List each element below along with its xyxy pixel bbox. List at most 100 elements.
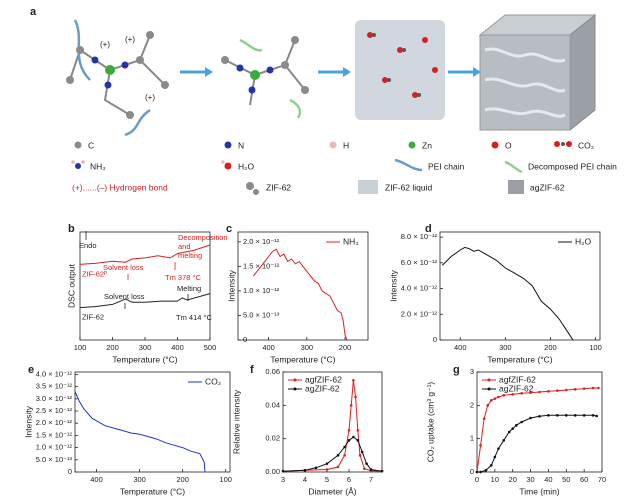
data-point: [582, 387, 586, 390]
y-tick-label: 8.0 × 10⁻¹²: [401, 232, 438, 241]
y-tick-label: 0: [470, 467, 474, 476]
legend-text: O: [505, 140, 512, 150]
x-tick-label: 300: [499, 343, 512, 352]
data-line: [441, 246, 574, 341]
x-tick-label: 200: [176, 475, 189, 484]
legend-marker: [293, 387, 297, 391]
annotation: melting: [178, 251, 202, 260]
annotation: Solvent loss: [104, 292, 145, 301]
data-point: [343, 454, 346, 457]
legend-text: agfZIF-62: [499, 374, 536, 384]
data-point: [564, 414, 568, 417]
y-tick-label: 3.5 × 10⁻¹²: [36, 382, 73, 391]
y-axis-title: CO₂ uptake (cm³ g⁻¹): [425, 382, 435, 463]
y-tick-label: 5.0 × 10⁻¹³: [36, 455, 73, 464]
x-axis-title: Temperature (°C): [270, 354, 335, 364]
svg-text:(+): (+): [125, 35, 135, 44]
data-point: [597, 386, 600, 390]
data-point: [520, 420, 523, 424]
x-tick-label: 200: [544, 343, 557, 352]
x-tick-label: 30: [526, 475, 534, 484]
data-point: [547, 414, 550, 417]
data-point: [497, 447, 500, 450]
x-tick-label: 100: [589, 343, 602, 352]
data-line: [74, 391, 206, 473]
y-tick-label: 0.02: [265, 434, 280, 443]
data-point: [497, 395, 500, 399]
x-tick-label: 400: [454, 343, 467, 352]
y-tick-label: 2.0 × 10⁻¹²: [243, 237, 280, 246]
data-point: [507, 430, 511, 434]
data-point: [343, 445, 346, 449]
data-point: [502, 439, 506, 442]
y-tick-label: 2.0 × 10⁻¹²: [401, 309, 438, 318]
plot-frame: [282, 371, 383, 473]
legend-text: agfZIF-62: [305, 374, 342, 384]
data-point: [369, 468, 373, 471]
y-tick-label: 2.0 × 10⁻¹²: [36, 418, 73, 427]
plot-frame: [476, 371, 603, 473]
y-tick-label: 3: [470, 367, 474, 376]
annotation: and: [178, 242, 191, 251]
legend-text: agZIF-62: [530, 182, 565, 192]
data-point: [493, 397, 497, 400]
y-tick-label: 1: [470, 434, 474, 443]
x-tick-label: 200: [106, 343, 119, 352]
x-tick-label: 0: [475, 475, 479, 484]
data-point: [325, 468, 329, 471]
data-point: [486, 404, 490, 407]
x-tick-label: 70: [598, 475, 606, 484]
x-tick-label: 400: [90, 475, 103, 484]
y-axis-title: Relative intensity: [231, 389, 241, 454]
svg-text:(+): (+): [145, 93, 155, 102]
y-tick-label: 2.5 × 10⁻¹²: [36, 406, 73, 415]
data-point: [303, 469, 307, 472]
data-point: [493, 455, 497, 459]
x-axis-title: Temperature (°C): [120, 486, 185, 496]
legend-text: C: [88, 140, 94, 150]
data-point: [591, 386, 595, 390]
legend-text: CO₂: [578, 140, 594, 150]
legend-text: N: [238, 140, 244, 150]
data-line: [252, 248, 348, 341]
x-axis-title: Time (min): [519, 486, 559, 496]
y-tick-label: 1.5 × 10⁻¹²: [36, 430, 73, 439]
data-point: [363, 467, 366, 470]
data-point: [347, 439, 351, 442]
panel-a-illustration: a (+) (+) (+): [30, 6, 597, 195]
y-tick-label: 0: [68, 467, 72, 476]
legend-text: Zn: [422, 140, 432, 150]
x-tick-label: 300: [301, 343, 314, 352]
y-axis-title: Intensity: [388, 269, 398, 301]
data-point: [358, 454, 362, 457]
legend-marker: [487, 387, 491, 391]
data-point: [314, 466, 318, 470]
y-tick-label: 0: [433, 335, 437, 344]
y-axis-title: Intensity: [226, 269, 236, 301]
x-axis-title: Diameter (Å): [308, 486, 356, 496]
x-tick-label: 300: [139, 343, 152, 352]
data-point: [556, 414, 559, 417]
data-point: [482, 417, 486, 420]
data-point: [529, 391, 532, 394]
data-point: [360, 450, 364, 454]
data-point: [352, 379, 355, 382]
x-tick-label: 7: [369, 475, 373, 484]
data-point: [502, 394, 506, 397]
y-tick-label: 2: [470, 400, 474, 409]
svg-text:(+): (+): [100, 40, 110, 49]
plot-frame: [74, 371, 231, 473]
legend-text: (+)......(–) Hydrogen bond: [72, 182, 168, 192]
x-tick-label: 400: [262, 343, 275, 352]
data-line: [282, 436, 383, 472]
data-point: [479, 470, 482, 474]
legend-text: ZIF-62: [266, 182, 291, 192]
legend-text: agZIF-62: [305, 383, 340, 393]
x-tick-label: 400: [171, 343, 184, 352]
data-point: [538, 390, 541, 394]
data-point: [511, 393, 515, 396]
data-point: [547, 390, 550, 393]
y-tick-label: 6.0 × 10⁻¹²: [401, 258, 438, 267]
annotation: Melting: [177, 284, 201, 293]
